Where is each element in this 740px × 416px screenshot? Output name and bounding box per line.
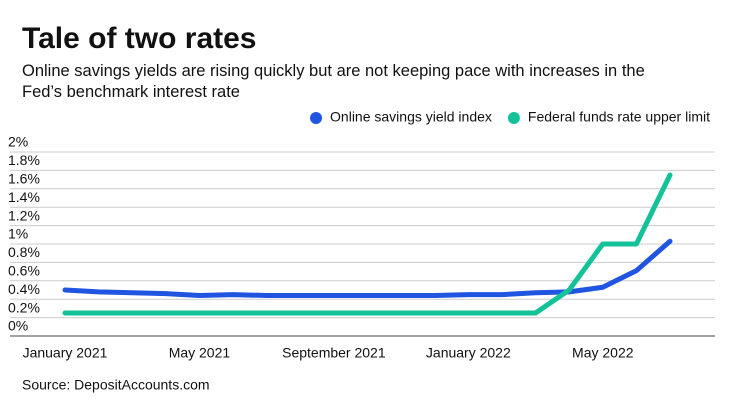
x-tick-label: January 2022	[426, 345, 511, 361]
line-series	[62, 238, 673, 299]
line-series	[62, 172, 673, 316]
x-tick-label: May 2021	[169, 345, 231, 361]
y-tick-label: 0%	[8, 318, 28, 334]
y-tick-label: 0.4%	[8, 281, 40, 297]
chart-title: Tale of two rates	[22, 22, 257, 55]
y-tick-label: 0.6%	[8, 263, 40, 279]
legend-swatch	[507, 112, 520, 124]
source: Source: DepositAccounts.com	[22, 377, 210, 393]
legend-label: Federal funds rate upper limit	[528, 109, 710, 125]
y-tick-label: 0.2%	[8, 299, 40, 315]
y-tick-label: 1.2%	[8, 207, 40, 223]
y-tick-label: 1.6%	[8, 171, 40, 187]
y-tick-label: 1%	[8, 226, 28, 242]
y-tick-label: 1.4%	[8, 189, 40, 205]
legend-label: Online savings yield index	[330, 109, 492, 125]
y-tick-label: 1.8%	[8, 152, 40, 168]
legend-swatch	[310, 112, 323, 124]
y-tick-label: 2%	[8, 134, 28, 150]
x-tick-label: September 2021	[282, 345, 386, 361]
y-tick-label: 0.8%	[8, 244, 40, 260]
x-tick-label: January 2021	[23, 345, 108, 361]
chart-subtitle: Online savings yields are rising quickly…	[22, 62, 645, 101]
subtitle-line: Fed’s benchmark interest rate	[22, 83, 240, 101]
subtitle-line: Online savings yields are rising quickly…	[22, 62, 645, 80]
x-tick-label: May 2022	[572, 345, 634, 361]
